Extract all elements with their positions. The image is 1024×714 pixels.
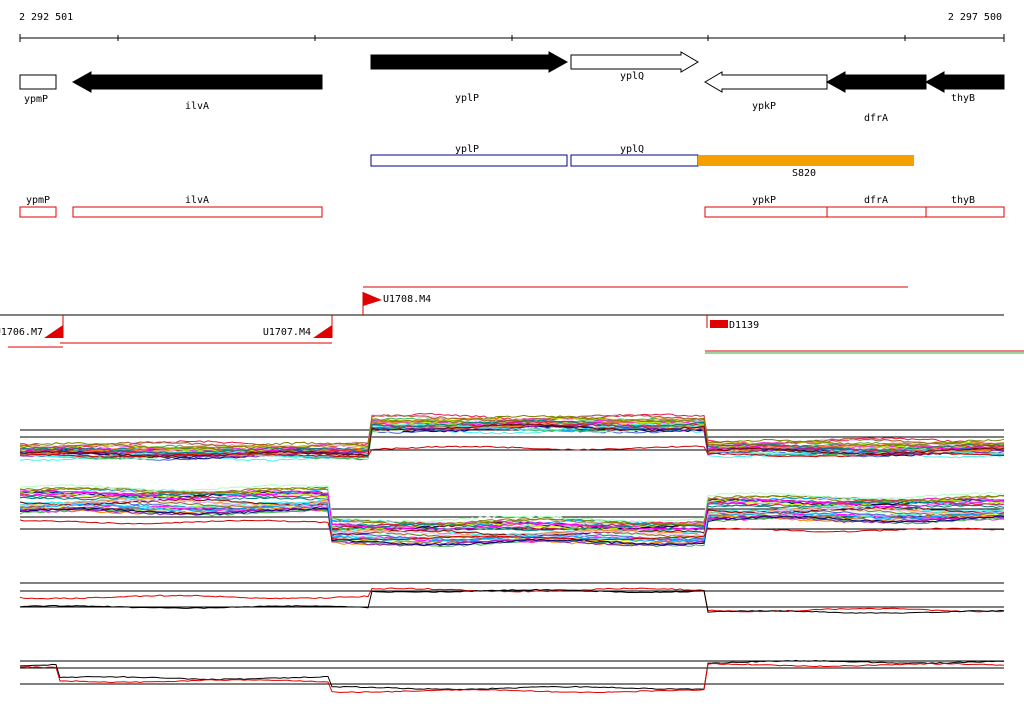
promoter-U1706-M7-marker[interactable] (44, 325, 63, 338)
expression-trace (19, 487, 1005, 526)
transcript-thyB[interactable] (925, 206, 1005, 218)
transcript-yplQ[interactable] (570, 154, 699, 167)
expression-trace (19, 414, 1005, 449)
expression-trace (19, 489, 1005, 528)
transcript-label: yplQ (620, 144, 644, 155)
transcript-dfrA[interactable] (826, 206, 927, 218)
ruler-end-label: 2 297 500 (947, 12, 1002, 23)
orange-feature-S820[interactable] (698, 155, 914, 166)
orange-feature-label: S820 (792, 168, 816, 179)
expression-panel-2 (19, 484, 1005, 548)
transcript-label: ypkP (752, 195, 776, 206)
expression-trace (19, 486, 1005, 526)
gene-yplQ[interactable] (570, 51, 699, 73)
expression-trace (19, 445, 1005, 458)
transcript-label: thyB (951, 195, 975, 206)
expression-trace (19, 484, 1004, 523)
gene-thyB[interactable] (924, 71, 1005, 93)
transcript-yplP[interactable] (370, 154, 568, 167)
promoter-label: U1708.M4 (383, 294, 431, 305)
red-transcript-track: ypmP ilvA ypkP dfrA thyB (19, 195, 1005, 218)
promoter-label: D1139 (729, 320, 759, 331)
expression-trace (19, 491, 1005, 531)
gene-yplP[interactable] (370, 51, 569, 73)
gene-label: thyB (951, 93, 975, 104)
transcript-label: dfrA (864, 195, 888, 206)
expression-trace (19, 498, 1005, 538)
terminator-D1139-marker[interactable] (710, 320, 728, 328)
gene-dfrA[interactable] (825, 71, 927, 93)
blue-transcript-track: yplP yplQ S820 (370, 144, 914, 179)
expression-trace (19, 659, 1005, 691)
transcript-label: yplP (455, 144, 479, 155)
transcript-label: ilvA (185, 195, 209, 206)
expression-trace (19, 507, 1005, 547)
genome-ruler (19, 34, 1005, 42)
expression-trace (19, 423, 1005, 459)
transcript-ypmP[interactable] (19, 206, 57, 218)
expression-trace (19, 501, 1005, 541)
expression-trace (19, 507, 1005, 547)
gene-label: ilvA (185, 101, 209, 112)
expression-panel-4 (19, 659, 1005, 694)
promoter-U1708-M4-marker[interactable] (363, 292, 382, 306)
transcript-ilvA[interactable] (72, 206, 323, 218)
gene-track: ypmP ilvA yplP yplQ ypkP dfrA thyB (19, 51, 1005, 124)
transcript-ypkP[interactable] (704, 206, 828, 218)
gene-label: yplP (455, 93, 479, 104)
promoter-U1707-M4-marker[interactable] (313, 325, 332, 338)
transcript-label: ypmP (26, 195, 50, 206)
expression-trace (19, 413, 1005, 449)
expression-trace (19, 588, 1005, 614)
expression-trace (19, 488, 1005, 527)
expression-panel-3 (19, 582, 1005, 614)
gene-label: dfrA (864, 113, 888, 124)
promoter-track: U1706.M7 U1707.M4 U1708.M4 D1139 (0, 286, 1024, 354)
gene-label: ypkP (752, 101, 776, 112)
expression-trace (19, 519, 1005, 541)
gene-label: yplQ (620, 71, 644, 82)
gene-ilvA[interactable] (71, 71, 323, 93)
gene-label: ypmP (24, 94, 48, 105)
expression-trace (19, 503, 1005, 543)
ruler-start-label: 2 292 501 (19, 12, 74, 23)
gene-ypkP[interactable] (704, 71, 828, 93)
expression-trace (19, 587, 1005, 613)
promoter-label: U1707.M4 (263, 327, 311, 338)
expression-panel-1 (19, 412, 1005, 462)
promoter-label: U1706.M7 (0, 327, 43, 338)
expression-trace (19, 662, 1005, 694)
expression-trace (19, 423, 1005, 459)
gene-ypmP[interactable] (19, 74, 57, 90)
